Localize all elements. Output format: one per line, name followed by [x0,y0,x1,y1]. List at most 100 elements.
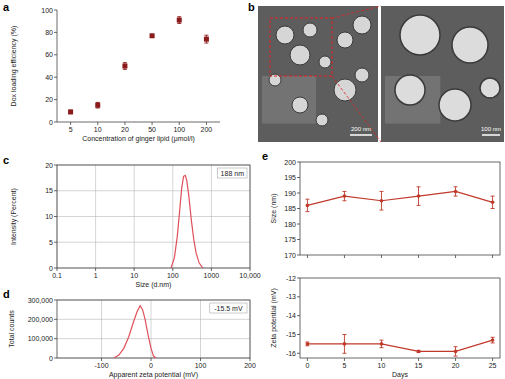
error-bar [491,196,495,208]
y-tick-label: 20 [45,96,53,103]
chart-2: 051015200.1110100100010,000Size (d.nm)In… [3,154,261,289]
y-tick-label: 15 [45,187,53,194]
data-point [122,64,127,69]
zoom-line [332,6,381,18]
x-tick [57,268,58,271]
x-tick-label: 10 [130,272,138,279]
scale-label: 200 nm [351,126,371,132]
plot-data [305,334,494,356]
y-tick [54,319,57,320]
panel-letter: a [3,1,10,13]
x-axis-label: Apparent zeta potential (mV) [109,371,198,379]
data-point [454,190,458,194]
error-bar [379,340,383,348]
vesicle [334,79,356,101]
y-tick [297,353,300,354]
vesicle [337,32,353,48]
y-axis-label: Intensity (Percent) [10,188,18,245]
grid-line [172,165,173,268]
y-tick-label: 60 [45,51,53,58]
data-point [380,199,384,203]
x-tick [455,255,456,258]
x-tick-label: 0 [149,362,153,369]
y-tick [54,242,57,243]
scale-bar [482,134,500,136]
y-tick-label: -15 [286,331,296,338]
annotation: 188 nm [221,170,245,177]
y-tick [54,99,57,100]
grid-line [57,216,250,217]
vesicle [395,75,425,105]
micrograph-panel: 200 nm 100 nm [258,6,504,142]
error-bar [491,337,495,343]
x-tick-label: -100 [95,362,109,369]
plot-data [171,175,203,268]
y-axis-label: Total counts [8,310,15,348]
y-tick-label: 200,000 [28,316,53,323]
x-tick [344,255,345,258]
data-line [114,306,156,358]
y-tick-label: 100 [41,7,53,14]
plot-data [305,187,494,212]
x-tick [97,122,98,125]
chart-3: 0100,000200,000300,000-1000100200Apparen… [3,288,256,379]
y-tick [54,300,57,301]
y-tick [54,32,57,33]
data-point [95,103,100,108]
zoom-box [270,18,332,76]
y-tick-label: 185 [284,205,296,212]
vesicle [353,16,371,34]
error-bar [69,110,73,113]
x-tick [134,268,135,271]
x-axis-label: Concentration of ginger lipid (μmol/l) [82,135,195,143]
x-tick [492,255,493,258]
error-bar [342,191,346,200]
vesicle [400,15,440,55]
figure: 0204060801005102050100200Concentration o… [0,0,505,379]
chart-0: 0204060801005102050100200Concentration o… [3,1,220,143]
x-tick-label: 20 [452,362,460,369]
plot-frame [57,300,250,358]
y-tick [297,193,300,194]
y-tick-label: 0 [49,119,53,126]
y-tick-label: 5 [49,239,53,246]
data-point [177,18,182,23]
grid-line [57,338,250,339]
y-tick [54,338,57,339]
x-tick [418,358,419,361]
panel-letter: c [3,154,9,166]
scale-label: 100 nm [481,126,501,132]
annotation-box [210,303,247,313]
x-tick-label: 0 [305,362,309,369]
vesicle [316,114,328,126]
grid-line [211,165,212,268]
panel-letter: e [262,150,268,162]
x-axis [57,122,220,123]
annotation: -15.5 mV [214,305,243,312]
vesicle [480,78,500,98]
x-tick [344,358,345,361]
chart-4: 170175180185190195200Size (nm)e [262,150,500,259]
y-axis-label: Size (nm) [270,194,278,224]
y-tick-label: -14 [286,312,296,319]
y-tick [54,122,57,123]
x-tick [206,122,207,125]
error-bar [454,347,458,356]
x-tick [381,358,382,361]
y-tick-label: 20 [45,162,53,169]
y-tick-label: 40 [45,74,53,81]
y-tick-label: -13 [286,293,296,300]
x-tick [172,268,173,271]
vesicle [290,45,310,65]
panel-letter: b [248,1,255,13]
y-tick-label: 195 [284,174,296,181]
chart-5: -16-15-14-13-120510152025DaysZeta potent… [270,275,500,379]
y-tick-label: 190 [284,190,296,197]
x-tick [381,255,382,258]
y-tick [297,334,300,335]
x-tick [307,255,308,258]
error-bar [96,102,100,108]
y-tick [297,255,300,256]
micrograph [381,6,504,142]
data-point [454,350,458,354]
